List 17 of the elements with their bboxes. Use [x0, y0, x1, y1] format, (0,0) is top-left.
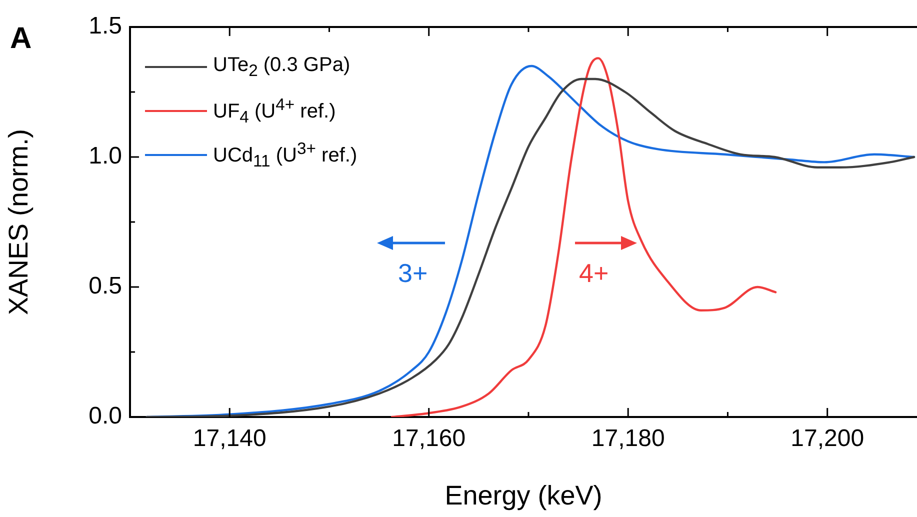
annotation: 3+ [398, 258, 428, 289]
line-series [390, 57, 777, 417]
legend-label: UF$_{4}$ (U$^{4+}$ ref.) [213, 94, 336, 128]
y-axis-title: XANES (norm.) [4, 128, 34, 316]
legend-label: UTe$_{2}$ (0.3 GPa) [213, 54, 350, 80]
x-axis-title: Energy (keV) [444, 480, 602, 510]
y-tick-label: 0.5 [88, 272, 122, 300]
x-tick-label: 17,180 [591, 425, 665, 452]
x-tick-label: 17,200 [790, 425, 864, 452]
y-tick-label: 0.0 [88, 402, 122, 430]
y-tick-label: 1.5 [88, 12, 122, 40]
text: A [10, 22, 32, 56]
annotation: 4+ [579, 258, 609, 289]
y-tick-label: 1.0 [88, 142, 122, 170]
legend-label: UCd$_{11}$ (U$^{3+}$ ref.) [213, 138, 358, 172]
x-tick-label: 17,160 [392, 425, 466, 452]
x-tick-label: 17,140 [192, 425, 266, 452]
